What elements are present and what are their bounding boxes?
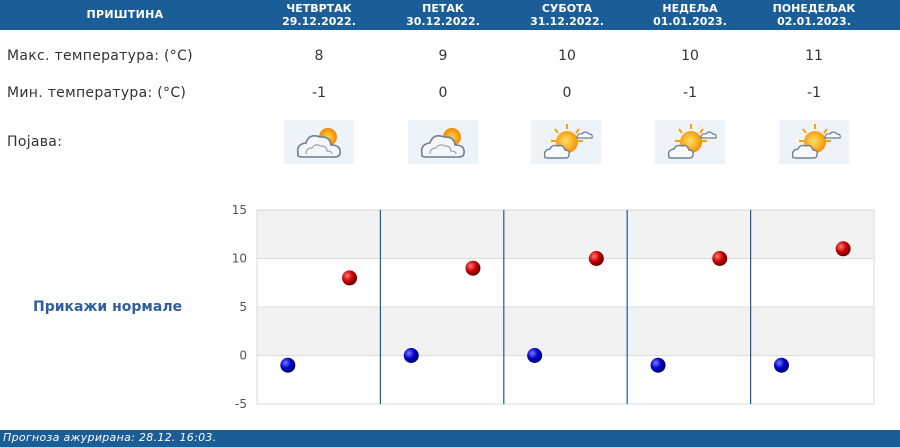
day-name: ПОНЕДЕЉАК — [772, 2, 856, 15]
day-date: 31.12.2022. — [530, 15, 604, 28]
min-temp-value: -1 — [312, 85, 326, 101]
sun-cloud-icon — [655, 120, 725, 164]
day-date: 29.12.2022. — [282, 15, 356, 28]
day-date: 30.12.2022. — [406, 15, 480, 28]
grid-band — [257, 307, 874, 356]
min-temp-value: 0 — [562, 85, 572, 101]
y-tick-label: 0 — [239, 349, 247, 363]
max-temp-value: 11 — [805, 48, 823, 64]
footer-bar: Прогноза ажурирана: 28.12. 16:03. — [0, 430, 900, 447]
y-tick-label: 15 — [232, 203, 247, 217]
min-temp-point — [280, 357, 296, 373]
max-temp-point — [588, 251, 604, 266]
sun-cloud-icon — [779, 120, 849, 164]
max-temp-point — [342, 270, 358, 286]
cloud-sun-icon — [408, 120, 478, 164]
day-name: ЧЕТВРТАК — [286, 2, 352, 15]
max-temp-value: 10 — [681, 48, 699, 64]
day-name: ПЕТАК — [422, 2, 464, 15]
min-temp-value: -1 — [807, 85, 821, 101]
day-header: СУБОТА 31.12.2022. — [505, 0, 629, 30]
max-temp-point — [712, 251, 728, 266]
show-normals-link[interactable]: Прикажи нормале — [33, 299, 183, 315]
max-temp-value: 9 — [438, 48, 448, 64]
sun-cloud-icon — [531, 120, 601, 164]
y-tick-label: 10 — [232, 252, 247, 266]
temperature-chart: 15 10 5 0 -5 — [232, 203, 875, 411]
city-name: ПРИШТИНА — [86, 8, 164, 21]
min-temp-point — [403, 348, 419, 363]
min-temp-label: Мин. температура: (°C) — [7, 85, 187, 101]
y-tick-label: -5 — [235, 397, 247, 411]
day-header: ПОНЕДЕЉАК 02.01.2023. — [752, 0, 876, 30]
day-header: ПЕТАК 30.12.2022. — [381, 0, 505, 30]
day-date: 01.01.2023. — [653, 15, 727, 28]
min-temp-point — [773, 357, 789, 373]
max-temp-value: 10 — [558, 48, 576, 64]
min-temp-point — [527, 348, 543, 363]
grid-band — [257, 210, 874, 259]
day-date: 02.01.2023. — [777, 15, 851, 28]
y-tick-label: 5 — [239, 300, 247, 314]
plot-border — [256, 209, 875, 405]
min-temp-point — [650, 357, 666, 373]
min-temp-value: -1 — [683, 85, 697, 101]
forecast-updated-text: Прогноза ажурирана: 28.12. 16:03. — [3, 431, 217, 444]
header-bar: ПРИШТИНА ЧЕТВРТАК 29.12.2022. ПЕТАК 30.1… — [0, 0, 900, 30]
grid-band — [257, 258, 874, 307]
day-header: ЧЕТВРТАК 29.12.2022. — [257, 0, 381, 30]
min-temp-value: 0 — [438, 85, 448, 101]
max-temp-point — [465, 260, 481, 276]
max-temp-point — [835, 241, 851, 257]
max-temp-label: Макс. температура: (°C) — [7, 48, 193, 64]
max-temp-value: 8 — [314, 48, 324, 64]
phenomenon-label: Појава: — [7, 134, 63, 150]
day-name: СУБОТА — [541, 2, 593, 15]
day-name: НЕДЕЉА — [662, 2, 718, 15]
grid-band — [257, 355, 874, 404]
day-header: НЕДЕЉА 01.01.2023. — [628, 0, 752, 30]
cloud-sun-icon — [284, 120, 354, 164]
